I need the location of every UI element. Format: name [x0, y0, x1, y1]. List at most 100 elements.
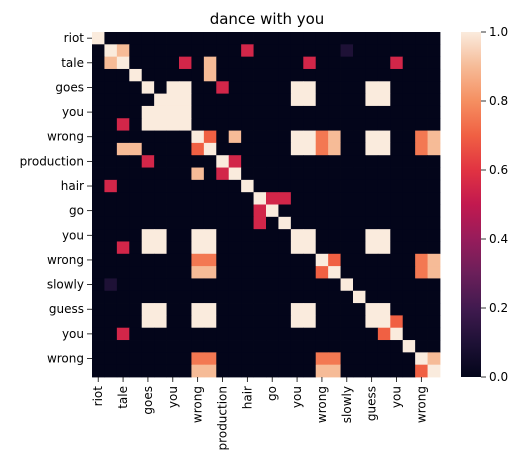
heatmap-cell	[92, 229, 105, 242]
heatmap-cell	[365, 93, 379, 107]
heatmap-cell	[427, 130, 441, 144]
heatmap-cell	[415, 179, 428, 193]
heatmap-cell	[278, 155, 292, 168]
heatmap-cell	[92, 167, 105, 181]
heatmap-cell	[303, 118, 317, 131]
heatmap-cell	[315, 241, 329, 255]
heatmap-cell	[315, 192, 329, 205]
heatmap-cell	[191, 56, 205, 70]
heatmap-cell	[315, 68, 329, 82]
heatmap-cell	[427, 93, 441, 107]
heatmap-cell	[290, 93, 304, 107]
heatmap-cell	[191, 44, 205, 58]
heatmap-cell	[203, 266, 217, 279]
heatmap-cell	[116, 105, 130, 119]
heatmap-cell	[166, 118, 180, 131]
heatmap-cell	[390, 315, 404, 329]
heatmap-cell	[92, 118, 105, 131]
heatmap-cell	[353, 266, 366, 279]
heatmap-cell	[179, 340, 192, 353]
y-tick-label: riot	[64, 31, 85, 45]
heatmap-cell	[315, 93, 329, 107]
heatmap-cell	[253, 155, 267, 168]
heatmap-cell	[290, 32, 304, 45]
heatmap-cell	[166, 253, 180, 267]
heatmap-cell	[290, 44, 304, 58]
heatmap-cell	[141, 192, 155, 205]
heatmap-cell	[203, 352, 217, 366]
heatmap-cell	[203, 229, 217, 242]
heatmap-cell	[191, 229, 205, 242]
heatmap-cell	[241, 105, 254, 119]
heatmap-cell	[92, 241, 105, 255]
heatmap-cell	[216, 142, 230, 156]
heatmap-cell	[353, 56, 366, 70]
heatmap-cell	[154, 327, 167, 341]
heatmap-cell	[328, 192, 341, 205]
heatmap-cell	[166, 167, 180, 181]
heatmap-cell	[377, 105, 391, 119]
heatmap-cell	[191, 142, 205, 156]
heatmap-cell	[390, 68, 404, 82]
heatmap-cell	[92, 105, 105, 119]
heatmap-cell	[228, 44, 242, 58]
heatmap-cell	[290, 192, 304, 205]
heatmap-cell	[116, 229, 130, 242]
heatmap-cell	[141, 130, 155, 144]
heatmap-cell	[340, 340, 354, 353]
heatmap-cell	[278, 56, 292, 70]
heatmap-cell	[303, 340, 317, 353]
heatmap-cell	[353, 204, 366, 218]
heatmap-cell	[290, 68, 304, 82]
heatmap-cell	[365, 216, 379, 230]
heatmap-cell	[303, 216, 317, 230]
heatmap-cell	[179, 81, 192, 95]
heatmap-cell	[141, 81, 155, 95]
heatmap-cell	[116, 290, 130, 304]
heatmap-cell	[141, 142, 155, 156]
heatmap-cell	[365, 32, 379, 45]
heatmap-cell	[415, 204, 428, 218]
heatmap-cell	[340, 118, 354, 131]
heatmap-cell	[241, 278, 254, 292]
heatmap-cell	[216, 93, 230, 107]
heatmap-cell	[290, 56, 304, 70]
heatmap-cell	[377, 81, 391, 95]
heatmap-cell	[377, 216, 391, 230]
heatmap-cell	[228, 142, 242, 156]
heatmap-cell	[390, 179, 404, 193]
heatmap-cell	[228, 167, 242, 181]
heatmap-cell	[266, 32, 279, 45]
heatmap-cell	[216, 204, 230, 218]
heatmap-cell	[303, 142, 317, 156]
heatmap-cell	[377, 315, 391, 329]
heatmap-cell	[353, 290, 366, 304]
heatmap-cell	[179, 130, 192, 144]
heatmap-cell	[315, 81, 329, 95]
heatmap-cell	[253, 204, 267, 218]
heatmap-cell	[415, 93, 428, 107]
heatmap-cell	[129, 32, 143, 45]
heatmap-cell	[402, 204, 416, 218]
heatmap-cell	[216, 130, 230, 144]
heatmap-cell	[290, 340, 304, 353]
heatmap-cell	[179, 56, 192, 70]
heatmap-cell	[402, 32, 416, 45]
colorbar-ticks: 0.0 0.2 0.4 0.6 0.8 1.0	[481, 25, 508, 384]
heatmap-cell	[191, 167, 205, 181]
heatmap-cell	[365, 327, 379, 341]
heatmap-cell	[353, 364, 366, 378]
heatmap-cell	[216, 68, 230, 82]
heatmap-cell	[266, 241, 279, 255]
heatmap-cell	[266, 44, 279, 58]
heatmap-cell	[241, 68, 254, 82]
heatmap-cell	[415, 155, 428, 168]
heatmap-cell	[278, 352, 292, 366]
heatmap-cell	[154, 303, 167, 316]
heatmap-cell	[340, 364, 354, 378]
heatmap-cell	[92, 340, 105, 353]
heatmap-cell	[191, 216, 205, 230]
heatmap-cell	[415, 229, 428, 242]
heatmap-cell	[315, 364, 329, 378]
heatmap-cell	[365, 81, 379, 95]
